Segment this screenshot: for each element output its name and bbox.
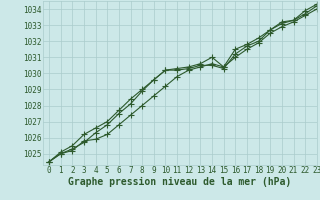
X-axis label: Graphe pression niveau de la mer (hPa): Graphe pression niveau de la mer (hPa): [68, 177, 292, 187]
